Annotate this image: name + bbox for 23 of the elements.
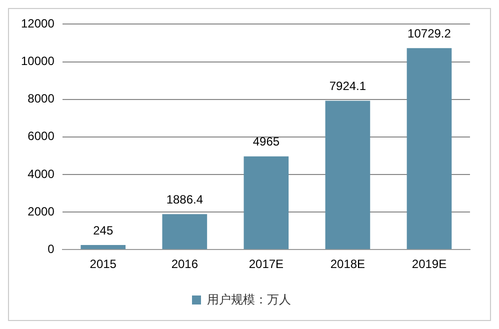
legend-label: 用户规模：万人 [207, 292, 291, 306]
data-label: 4965 [252, 134, 280, 149]
y-tick-label: 10000 [20, 54, 55, 68]
x-tick-label: 2015 [90, 257, 117, 272]
data-label: 7924.1 [329, 79, 366, 94]
y-tick-label: 12000 [20, 16, 55, 31]
x-tick-label: 2019E [412, 257, 447, 272]
bar [406, 48, 452, 250]
y-tick-label: 8000 [28, 92, 55, 106]
y-tick-label: 4000 [28, 166, 55, 181]
y-tick-label: 6000 [28, 129, 55, 144]
bar [325, 100, 370, 250]
bar [162, 214, 208, 250]
bar [244, 156, 289, 250]
bar [80, 245, 126, 250]
y-tick-label: 2000 [28, 204, 55, 218]
y-tick-label: 0 [48, 242, 55, 256]
x-tick-label: 2017E [248, 257, 284, 272]
data-label: 1886.4 [166, 192, 204, 206]
x-tick-label: 2016 [171, 257, 198, 272]
x-tick-label: 2018E [330, 257, 366, 272]
data-label: 245 [93, 223, 114, 238]
data-label: 10729.2 [408, 26, 452, 40]
